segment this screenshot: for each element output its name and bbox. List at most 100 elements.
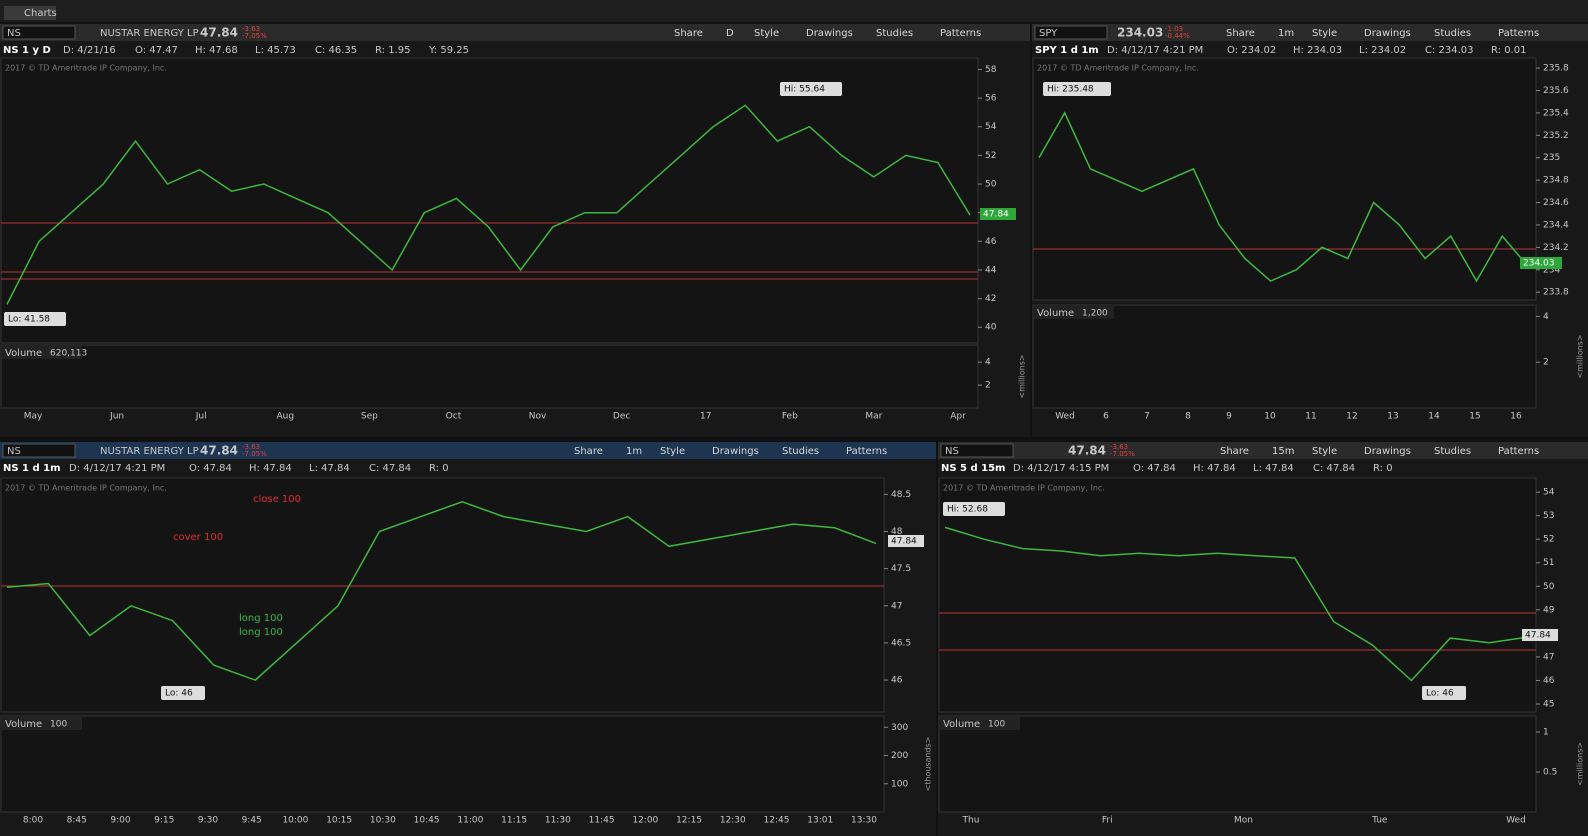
- company-name: NUSTAR ENERGY LP: [100, 446, 199, 457]
- x-tick-label: 11:00: [457, 816, 483, 826]
- x-tick-label: Oct: [446, 412, 462, 422]
- toolbar-button[interactable]: Studies: [1434, 446, 1471, 457]
- volume-tick-label: 2: [985, 381, 991, 391]
- info-field: R: 0: [429, 463, 449, 474]
- x-tick-label: Nov: [529, 412, 547, 422]
- toolbar-button[interactable]: Patterns: [1498, 446, 1539, 457]
- toolbar-button[interactable]: Patterns: [940, 28, 981, 39]
- toolbar-button[interactable]: Drawings: [1364, 446, 1411, 457]
- toolbar-button[interactable]: Drawings: [806, 28, 853, 39]
- y-tick-label: 235.4: [1543, 108, 1569, 118]
- toolbar-button[interactable]: 15m: [1272, 446, 1294, 457]
- info-field: O: 47.84: [189, 463, 232, 474]
- x-tick-label: Thu: [962, 816, 980, 826]
- charts-tab[interactable]: [4, 6, 56, 20]
- toolbar-button[interactable]: Drawings: [712, 446, 759, 457]
- price-tag-label: 47.84: [891, 537, 917, 547]
- panel-header: [938, 442, 1588, 459]
- symbol: SPY: [1039, 28, 1058, 39]
- x-tick-label: 10:45: [414, 816, 440, 826]
- x-tick-label: 12:30: [720, 816, 746, 826]
- toolbar-button[interactable]: 1m: [626, 446, 642, 457]
- y-tick-label: 235: [1543, 153, 1560, 163]
- toolbar-button[interactable]: Style: [1312, 28, 1337, 39]
- y-tick-label: 51: [1543, 558, 1554, 568]
- x-tick-label: Dec: [613, 412, 630, 422]
- price-line: [944, 526, 1529, 682]
- copyright: 2017 © TD Ameritrade IP Company, Inc.: [5, 484, 167, 493]
- annotation: Lo: 41.58: [8, 315, 50, 325]
- toolbar-button[interactable]: Style: [660, 446, 685, 457]
- y-tick-label: 54: [985, 122, 997, 132]
- x-tick-label: 9:00: [110, 816, 130, 826]
- symbol-box[interactable]: [1034, 25, 1108, 40]
- price-line: [6, 501, 877, 681]
- info-field: O: 47.84: [1133, 463, 1176, 474]
- x-tick-label: 12: [1346, 412, 1357, 422]
- toolbar-button[interactable]: Studies: [876, 28, 913, 39]
- symbol-box[interactable]: [940, 443, 1014, 458]
- toolbar-button[interactable]: Drawings: [1364, 28, 1411, 39]
- toolbar-button[interactable]: Patterns: [846, 446, 887, 457]
- x-tick-label: Mon: [1234, 816, 1253, 826]
- x-tick-label: Feb: [782, 412, 798, 422]
- volume-tick-label: 100: [891, 779, 908, 789]
- toolbar-button[interactable]: Studies: [1434, 28, 1471, 39]
- info-field: D: 4/12/17 4:15 PM: [1013, 463, 1109, 474]
- x-tick-label: 11:30: [545, 816, 571, 826]
- change: -3.63: [242, 25, 260, 33]
- price-tag: [1520, 257, 1562, 269]
- copyright: 2017 © TD Ameritrade IP Company, Inc.: [943, 484, 1105, 493]
- price-tag-label: 47.84: [983, 210, 1009, 220]
- toolbar-button[interactable]: Style: [1312, 446, 1337, 457]
- volume-tick-label: 200: [891, 751, 908, 761]
- volume-label-box: [2, 717, 82, 730]
- volume-value: 100: [50, 720, 67, 730]
- x-tick-label: Jun: [109, 412, 124, 422]
- volume-value: 1,200: [1082, 309, 1108, 319]
- info-field: NS 1 d 1m: [3, 463, 61, 474]
- change-pct: -0.44%: [1165, 32, 1190, 40]
- price-chart: [0, 477, 885, 713]
- y-tick-label: 49: [1543, 605, 1555, 615]
- info-field: L: 47.84: [309, 463, 350, 474]
- toolbar-button[interactable]: Studies: [782, 446, 819, 457]
- volume-label: Volume: [1037, 308, 1074, 319]
- volume-unit: <millions>: [1576, 334, 1585, 378]
- symbol-box[interactable]: [2, 25, 76, 40]
- change: -3.63: [1110, 443, 1128, 451]
- y-tick-label: 52: [1543, 535, 1554, 545]
- toolbar-button[interactable]: 1m: [1278, 28, 1294, 39]
- x-tick-label: Mar: [865, 412, 882, 422]
- x-tick-label: Wed: [1506, 816, 1526, 826]
- info-field: D: 4/21/16: [63, 45, 116, 56]
- toolbar-button[interactable]: Style: [754, 28, 779, 39]
- toolbar-button[interactable]: Share: [1220, 446, 1249, 457]
- y-tick-label: 234.2: [1543, 243, 1569, 253]
- info-field: C: 47.84: [1313, 463, 1355, 474]
- price-tag: [888, 535, 924, 547]
- x-tick-label: 9:15: [154, 816, 174, 826]
- y-tick-label: 47.5: [891, 564, 911, 574]
- symbol-box[interactable]: [2, 443, 76, 458]
- annotation: Lo: 46: [1426, 689, 1454, 699]
- x-tick-label: 8: [1185, 412, 1191, 422]
- y-tick-label: 46: [1543, 676, 1555, 686]
- info-field: L: 45.73: [255, 45, 296, 56]
- toolbar-button[interactable]: Share: [1226, 28, 1255, 39]
- toolbar-button[interactable]: D: [726, 28, 734, 39]
- price-tag: [980, 208, 1016, 220]
- last-price: 47.84: [200, 26, 238, 40]
- y-tick-label: 235.6: [1543, 86, 1569, 96]
- x-tick-label: 9:30: [198, 816, 218, 826]
- volume-tick-label: 0.5: [1543, 768, 1557, 778]
- volume-tick-label: 4: [1543, 312, 1549, 322]
- toolbar-button[interactable]: Share: [574, 446, 603, 457]
- info-field: C: 234.03: [1425, 45, 1474, 56]
- x-tick-label: Aug: [276, 412, 294, 422]
- toolbar-button[interactable]: Share: [674, 28, 703, 39]
- price-tag-label: 47.84: [1525, 631, 1551, 641]
- toolbar-button[interactable]: Patterns: [1498, 28, 1539, 39]
- volume-unit: <thousands>: [924, 737, 933, 792]
